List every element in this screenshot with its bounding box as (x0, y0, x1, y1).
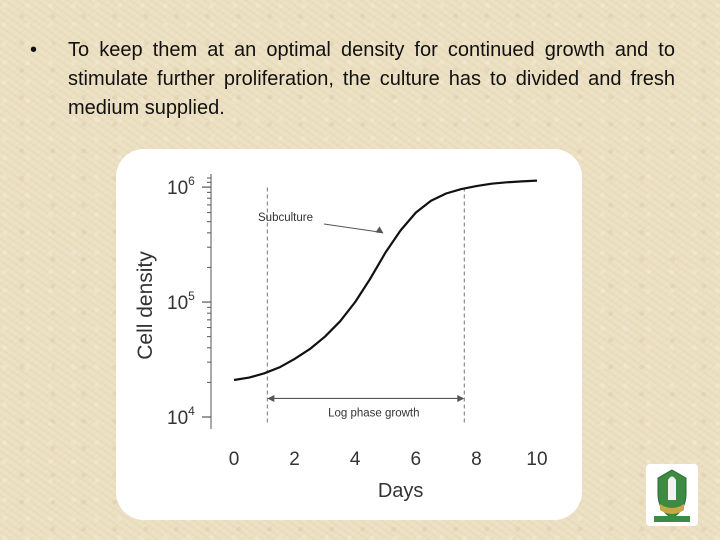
x-tick-label: 2 (289, 449, 300, 470)
x-tick-label: 0 (229, 449, 240, 470)
x-tick-label: 4 (350, 449, 361, 470)
log-phase-arrowhead-right (457, 394, 465, 402)
bullet-marker: • (30, 39, 38, 61)
x-tick-label: 6 (411, 449, 422, 470)
bullet-point: • To keep them at an optimal density for… (30, 36, 675, 123)
x-axis-label: Days (378, 480, 424, 502)
x-tick-label: 10 (526, 449, 547, 470)
growth-curve-chart: 104 105 106 0 2 4 6 8 10 Days Cell density Log phas… (134, 174, 548, 502)
chart-card: 104 105 106 0 2 4 6 8 10 Days Cell density Log phas… (116, 149, 582, 520)
growth-curve-line (233, 179, 538, 382)
y-tick-label: 105 (167, 289, 195, 314)
subculture-pointer (323, 223, 382, 233)
subculture-pointer-head (375, 226, 384, 234)
x-tick-label: 8 (471, 449, 482, 470)
y-tick-label: 106 (167, 174, 195, 199)
y-axis-label: Cell density (134, 251, 157, 360)
log-phase-label: Log phase growth (328, 407, 419, 419)
university-logo-icon (646, 464, 698, 526)
bullet-text: To keep them at an optimal density for c… (68, 39, 675, 119)
log-phase-arrowhead-left (267, 394, 275, 402)
subculture-label: Subculture (258, 212, 313, 224)
y-tick-label: 104 (167, 404, 195, 429)
